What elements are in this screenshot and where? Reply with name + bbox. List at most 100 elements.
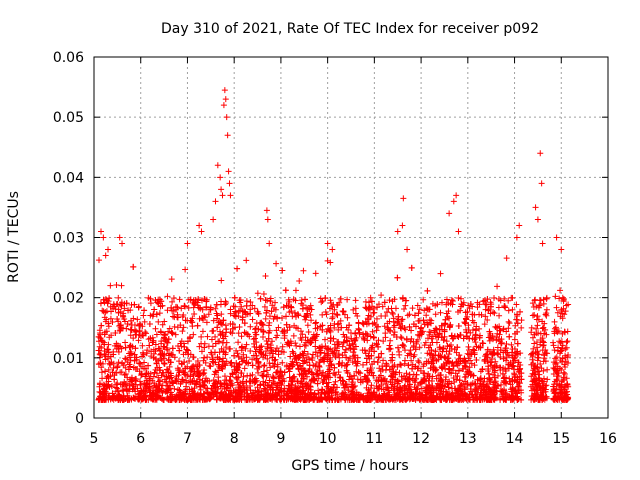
data-point xyxy=(159,382,166,389)
data-point xyxy=(494,344,501,351)
data-point xyxy=(443,338,450,345)
data-point xyxy=(238,303,245,310)
data-point xyxy=(374,304,381,311)
data-point xyxy=(271,380,278,387)
data-point xyxy=(311,377,318,384)
data-point xyxy=(486,337,493,344)
data-point xyxy=(528,361,535,368)
data-point xyxy=(114,300,121,307)
data-point xyxy=(306,356,313,363)
data-point xyxy=(166,374,173,381)
data-point xyxy=(142,373,149,380)
data-point xyxy=(141,307,148,314)
data-point xyxy=(155,300,162,307)
data-point xyxy=(389,310,396,317)
data-point xyxy=(286,309,293,316)
data-point xyxy=(122,395,129,402)
data-point xyxy=(343,367,350,374)
data-point xyxy=(553,385,560,392)
data-point xyxy=(426,316,433,323)
data-point xyxy=(136,320,143,327)
data-point xyxy=(279,378,286,385)
data-point xyxy=(404,390,411,397)
data-point xyxy=(298,300,305,307)
data-point xyxy=(368,394,375,401)
data-point xyxy=(529,312,536,319)
data-point xyxy=(493,334,500,341)
data-point xyxy=(494,330,501,337)
data-point xyxy=(433,339,440,346)
data-point xyxy=(378,377,385,384)
data-point xyxy=(490,396,497,403)
data-point xyxy=(150,311,157,318)
data-point xyxy=(390,368,397,375)
data-point xyxy=(257,349,264,356)
data-point xyxy=(401,305,408,312)
data-point xyxy=(103,375,110,382)
data-point xyxy=(513,301,520,308)
data-point xyxy=(529,356,536,363)
data-point xyxy=(348,330,355,337)
data-point xyxy=(335,351,342,358)
data-point xyxy=(332,344,339,351)
data-point xyxy=(209,358,216,365)
data-point xyxy=(401,357,408,364)
data-point xyxy=(250,336,257,343)
data-point xyxy=(390,324,397,331)
data-point xyxy=(107,373,114,380)
data-point xyxy=(241,320,248,327)
data-point xyxy=(397,361,404,368)
data-point xyxy=(327,297,334,304)
data-point xyxy=(267,364,274,371)
data-point xyxy=(301,358,308,365)
data-point xyxy=(518,370,525,377)
data-point xyxy=(270,393,277,400)
data-point xyxy=(255,369,262,376)
data-point xyxy=(208,385,215,392)
data-point xyxy=(169,345,176,352)
data-point xyxy=(122,371,129,378)
data-point xyxy=(128,322,135,329)
data-point xyxy=(203,319,210,326)
data-point xyxy=(338,324,345,331)
data-point xyxy=(363,376,370,383)
data-point xyxy=(401,373,408,380)
data-point xyxy=(349,375,356,382)
data-point xyxy=(325,325,332,332)
data-point xyxy=(158,329,165,336)
data-point xyxy=(244,331,251,338)
data-point xyxy=(443,296,450,303)
data-point xyxy=(129,386,136,393)
data-point xyxy=(473,357,480,364)
data-point xyxy=(141,318,148,325)
data-point xyxy=(131,301,138,308)
data-point xyxy=(542,394,549,401)
data-point xyxy=(239,343,246,350)
data-point xyxy=(424,350,431,357)
data-point xyxy=(182,377,189,384)
data-point xyxy=(398,362,405,369)
data-point xyxy=(343,394,350,401)
data-point xyxy=(178,395,185,402)
data-point xyxy=(389,351,396,358)
data-point xyxy=(172,377,179,384)
data-point xyxy=(466,305,473,312)
data-point xyxy=(319,298,326,305)
data-point xyxy=(325,374,332,381)
data-point xyxy=(432,311,439,318)
data-point xyxy=(509,294,516,301)
data-point xyxy=(291,309,298,316)
data-point xyxy=(476,334,483,341)
data-point xyxy=(107,315,114,322)
data-point xyxy=(540,367,547,374)
data-point xyxy=(367,333,374,340)
data-point xyxy=(295,384,302,391)
data-point xyxy=(222,333,229,340)
data-point xyxy=(454,373,461,380)
data-point xyxy=(288,304,295,311)
data-point xyxy=(123,386,130,393)
data-point xyxy=(299,365,306,372)
data-point xyxy=(249,302,256,309)
data-point xyxy=(457,331,464,338)
data-point xyxy=(350,384,357,391)
